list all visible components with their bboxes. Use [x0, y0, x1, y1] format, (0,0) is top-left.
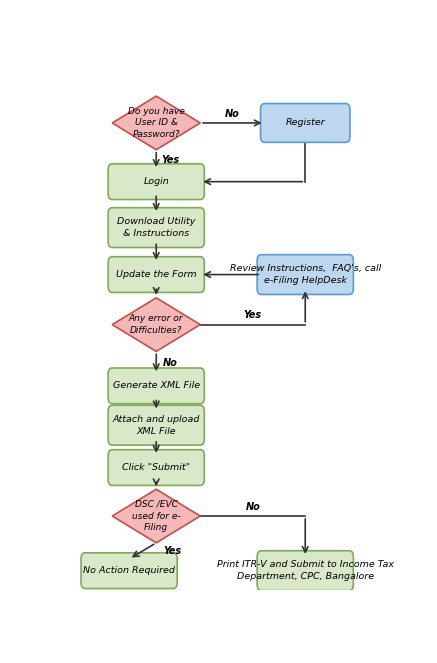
FancyBboxPatch shape [108, 208, 205, 247]
FancyBboxPatch shape [257, 551, 354, 591]
Text: DSC /EVC
used for e-
Filing: DSC /EVC used for e- Filing [132, 500, 180, 532]
Polygon shape [112, 96, 200, 150]
Text: Click "Submit": Click "Submit" [122, 463, 190, 472]
Text: No Action Required: No Action Required [83, 566, 175, 575]
Text: No: No [225, 109, 240, 119]
FancyBboxPatch shape [81, 553, 177, 589]
Text: Review Instructions,  FAQ's, call
e-Filing HelpDesk: Review Instructions, FAQ's, call e-Filin… [229, 264, 381, 285]
Text: Register: Register [285, 119, 325, 127]
FancyBboxPatch shape [260, 103, 350, 143]
Text: Attach and upload
XML File: Attach and upload XML File [113, 415, 200, 436]
Polygon shape [112, 298, 200, 351]
Text: Update the Form: Update the Form [116, 270, 197, 279]
Text: Yes: Yes [163, 546, 181, 556]
FancyBboxPatch shape [108, 405, 205, 445]
Text: Print ITR-V and Submit to Income Tax
Department, CPC, Bangalore: Print ITR-V and Submit to Income Tax Dep… [217, 560, 394, 581]
FancyBboxPatch shape [108, 257, 205, 292]
FancyBboxPatch shape [108, 450, 205, 485]
Text: Login: Login [143, 177, 169, 186]
Text: Any error or
Difficulties?: Any error or Difficulties? [129, 314, 184, 335]
Polygon shape [112, 489, 200, 543]
Text: Download Utility
& Instructions: Download Utility & Instructions [117, 217, 195, 238]
FancyBboxPatch shape [108, 164, 205, 200]
Text: Yes: Yes [161, 155, 180, 165]
Text: No: No [245, 502, 260, 512]
Text: Yes: Yes [244, 310, 262, 320]
Text: No: No [163, 358, 178, 368]
Text: Do you have
User ID &
Password?: Do you have User ID & Password? [128, 107, 185, 139]
FancyBboxPatch shape [108, 368, 205, 404]
FancyBboxPatch shape [257, 255, 354, 294]
Text: Generate XML File: Generate XML File [113, 381, 200, 391]
